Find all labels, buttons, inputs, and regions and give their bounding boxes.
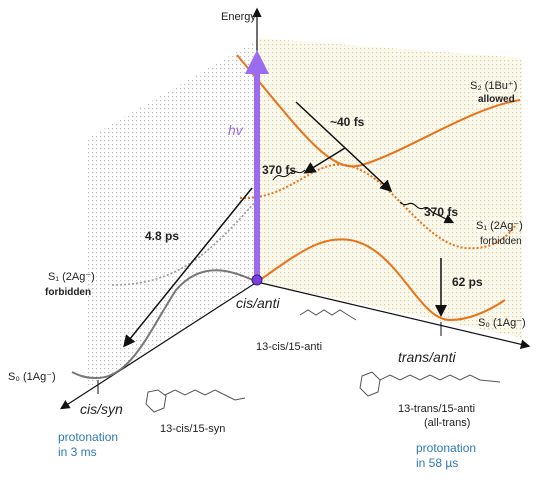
state: S₁ (2Ag⁻)	[48, 271, 95, 283]
state: S₂ (1Bu⁺)	[470, 80, 517, 92]
state: S₀ (1Ag⁻)	[8, 371, 56, 383]
arrow-4.8ps	[123, 187, 253, 348]
axis-label: trans/anti	[398, 349, 456, 365]
molecule	[379, 374, 501, 383]
axis-label: cis/anti	[236, 295, 280, 311]
trans-axis	[256, 281, 531, 350]
protonation: protonation	[416, 441, 476, 455]
transition-label: ~40 fs	[330, 115, 365, 129]
transition-label: 370 fs	[262, 163, 296, 177]
ring	[359, 371, 381, 397]
state-note: forbidden	[480, 236, 522, 247]
arrow-370fs-right	[399, 201, 455, 224]
energy-label: Energy	[221, 11, 256, 23]
molecule	[164, 389, 246, 401]
cis-syn-axis	[59, 281, 258, 410]
s0-left-curve	[71, 269, 258, 380]
molecule	[299, 309, 357, 321]
hv: hv	[228, 122, 244, 138]
protonation: in 3 ms	[58, 445, 97, 459]
ring	[145, 389, 167, 413]
state-note: forbidden	[45, 287, 91, 298]
state: S₁ (2Ag⁻)	[476, 220, 523, 232]
s2-curve	[236, 54, 521, 168]
s1-curve	[239, 163, 516, 250]
state: S₀ (1Ag⁻)	[478, 317, 526, 329]
transition-label: 4.8 ps	[145, 229, 179, 243]
protonation: in 58 µs	[416, 456, 458, 470]
transition-label: 370 fs	[424, 205, 458, 219]
wavy	[272, 169, 306, 181]
conformer-alias: (all-trans)	[424, 417, 470, 429]
arrow-40fs	[295, 101, 393, 193]
s0-curve	[256, 238, 506, 322]
conformer: 13-trans/15-anti	[398, 403, 475, 415]
protonation: protonation	[58, 430, 118, 444]
ground-point	[251, 274, 263, 286]
state-note: allowed	[478, 94, 515, 105]
conformer: 13-cis/15-anti	[256, 341, 322, 353]
transition-label: 62 ps	[452, 275, 483, 289]
conformer: 13-cis/15-syn	[160, 423, 225, 435]
arrow-370fs	[303, 147, 346, 174]
left-plane	[88, 40, 257, 388]
axis-label: cis/syn	[80, 401, 123, 417]
